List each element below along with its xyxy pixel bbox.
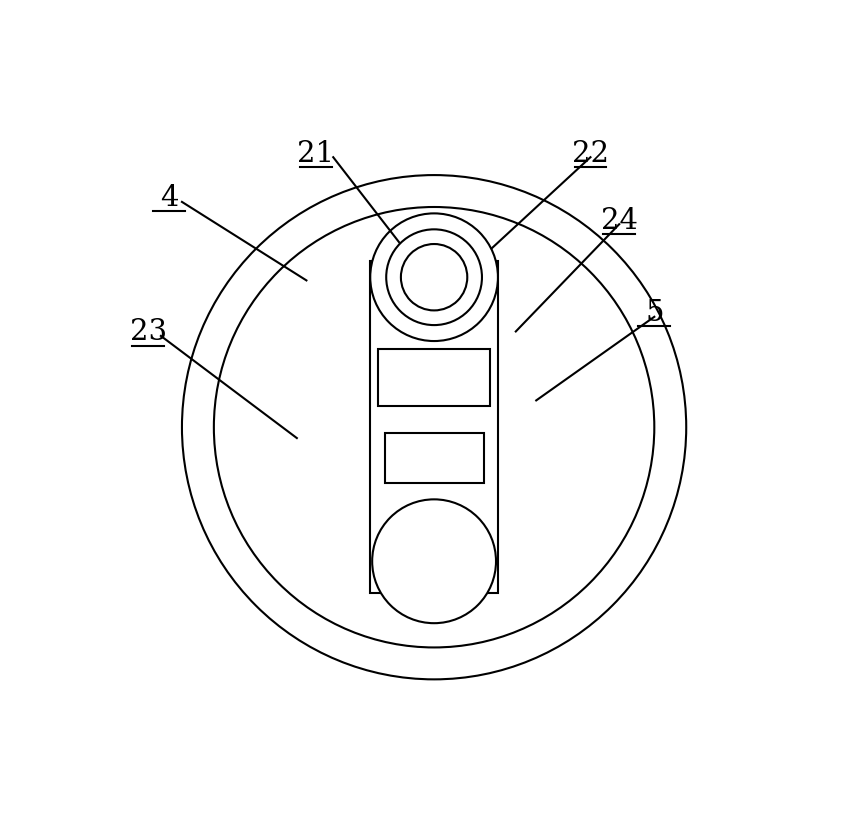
Bar (385, 433, 484, 484)
Text: 22: 22 (572, 140, 609, 167)
Circle shape (370, 214, 498, 342)
Text: 21: 21 (297, 140, 335, 167)
Text: 24: 24 (601, 206, 638, 234)
Bar (370, 262, 498, 594)
Bar (379, 349, 490, 407)
Text: 4: 4 (160, 184, 179, 212)
Text: 5: 5 (645, 299, 663, 327)
Circle shape (372, 500, 496, 623)
Text: 23: 23 (130, 318, 167, 346)
